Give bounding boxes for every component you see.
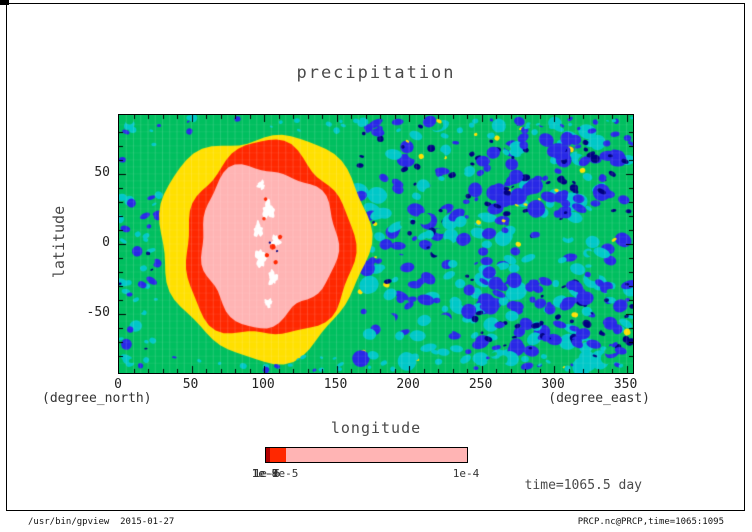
- y-tick-label: -50: [86, 305, 110, 321]
- y-tick-label: 0: [102, 235, 110, 250]
- footer-command: /usr/bin/gpview 2015-01-27: [28, 517, 175, 527]
- x-tick-label: 0: [114, 377, 122, 392]
- plot-area: [118, 114, 634, 374]
- time-annotation: time=1065.5 day: [524, 478, 642, 493]
- x-axis-label: longitude: [330, 419, 422, 437]
- y-axis-unit: (degree_north): [42, 391, 152, 406]
- y-tick-label: 50: [94, 164, 110, 180]
- x-tick-label: 350: [613, 377, 638, 392]
- plot-title: precipitation: [296, 63, 456, 83]
- x-axis-unit: (degree_east): [548, 391, 650, 406]
- colorbar-segment: [286, 448, 467, 462]
- colorbar-tick-label: 1e-5: [271, 467, 299, 480]
- colorbar-segment: [269, 448, 287, 462]
- colorbar: [265, 447, 468, 463]
- colorbar-segments: [266, 448, 467, 462]
- page-frame: [6, 3, 745, 511]
- colorbar-tick-label: 1e-7: [251, 467, 279, 480]
- footer-file-info: PRCP.nc@PRCP,time=1065:1095: [577, 517, 724, 527]
- x-tick-label: 50: [182, 377, 199, 392]
- colorbar-tick-label: 1e-9: [251, 467, 279, 480]
- colorbar-segment: [266, 448, 270, 462]
- x-tick-label: 100: [251, 377, 275, 392]
- contour-canvas: [119, 115, 633, 373]
- x-tick-label: 300: [541, 377, 565, 392]
- colorbar-tick-label: 1e-4: [452, 467, 480, 480]
- corner-mark: [0, 0, 9, 5]
- x-tick-label: 150: [323, 377, 348, 392]
- colorbar-tick-label: 1e-8: [251, 467, 279, 480]
- colorbar-tick-label: 1e-6: [253, 467, 281, 480]
- x-tick-label: 250: [468, 377, 493, 392]
- x-tick-label: 200: [396, 377, 420, 392]
